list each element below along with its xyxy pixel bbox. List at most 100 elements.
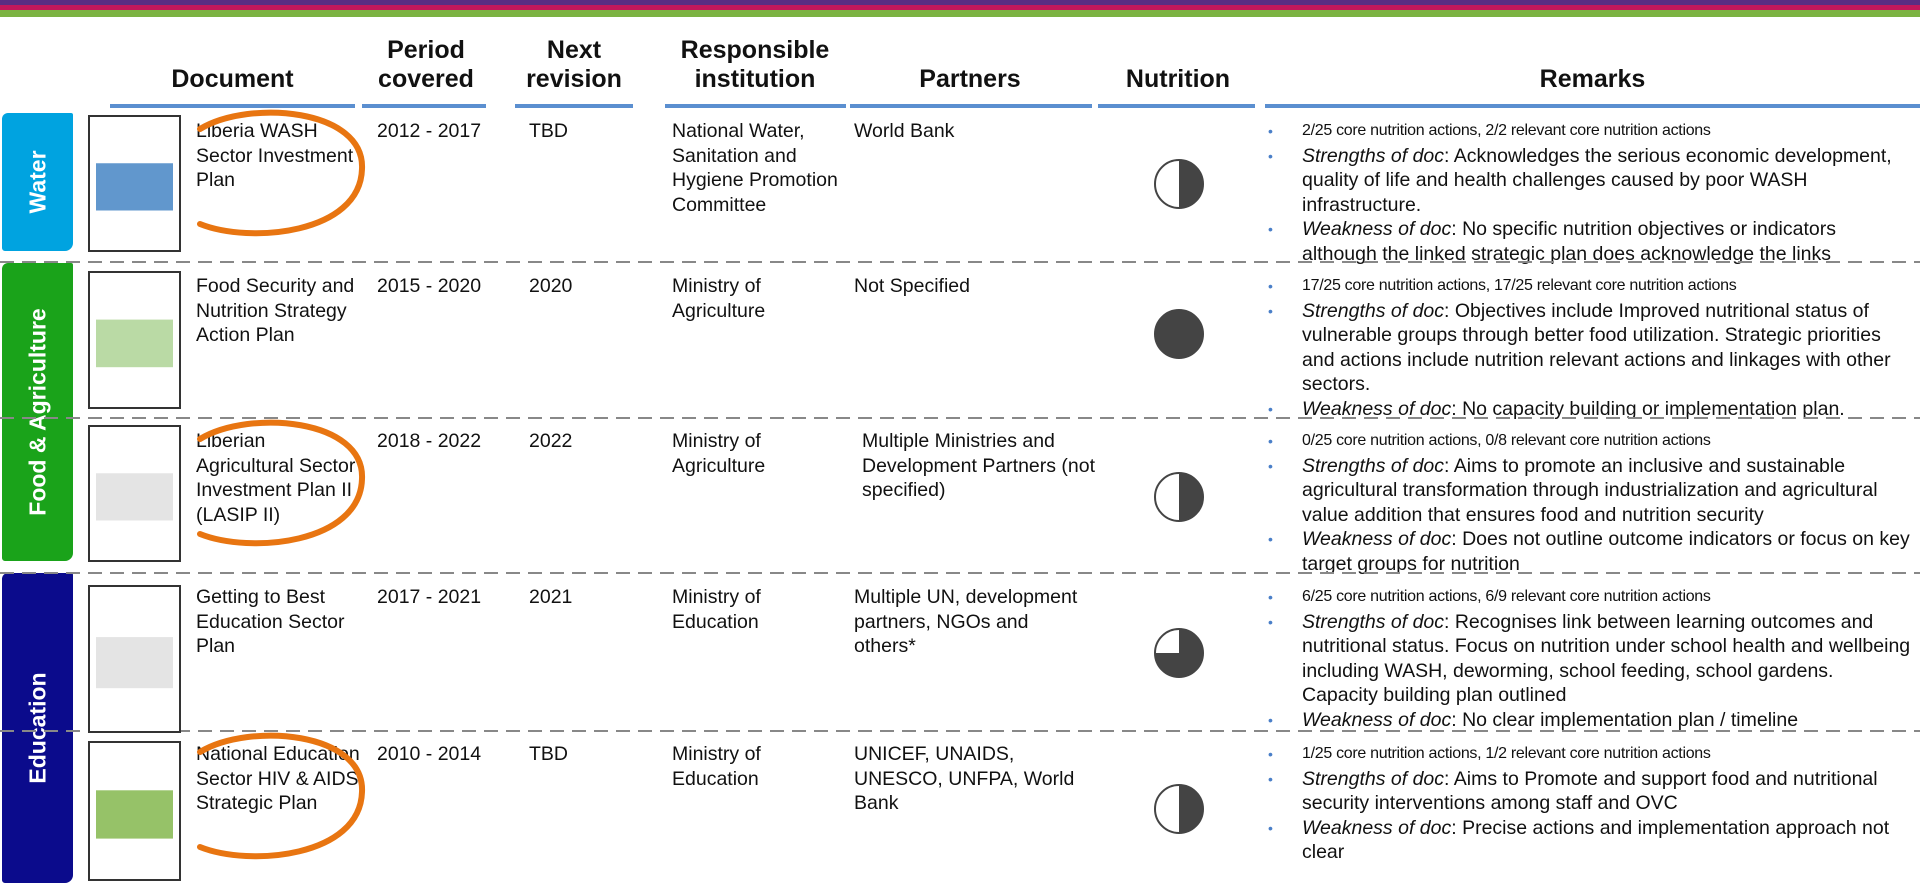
remark-label: Strengths of doc xyxy=(1302,767,1445,790)
responsible-institution: Ministry of Agriculture xyxy=(672,275,766,322)
remark-item: 0/25 core nutrition actions, 0/8 relevan… xyxy=(1262,429,1912,454)
nutrition-ball-fill xyxy=(1155,310,1203,358)
remark-item: Strengths of doc: Aims to Promote and su… xyxy=(1262,767,1912,816)
remark-label: Weakness of doc xyxy=(1302,397,1452,420)
nutrition-ball-fill xyxy=(1179,160,1203,208)
column-header: Nutrition xyxy=(1125,65,1231,93)
remark-item: Strengths of doc: Objectives include Imp… xyxy=(1262,299,1912,397)
nutrition-ball-outline xyxy=(1154,159,1204,209)
remark-text: : Recognises link between learning outco… xyxy=(1302,610,1911,707)
nutrition-ball-fill xyxy=(1155,629,1203,677)
thumbnail-image xyxy=(96,473,173,521)
remark-label: Strengths of doc xyxy=(1302,144,1445,167)
remark-label: Strengths of doc xyxy=(1302,454,1445,477)
document-title: National Education Sector HIV & AIDS Str… xyxy=(196,743,360,814)
next-revision: 2020 xyxy=(529,275,573,297)
next-revision: TBD xyxy=(529,120,568,142)
remarks: 6/25 core nutrition actions, 6/9 relevan… xyxy=(1262,585,1912,732)
remarks: 1/25 core nutrition actions, 1/2 relevan… xyxy=(1262,742,1912,865)
remark-item: 1/25 core nutrition actions, 1/2 relevan… xyxy=(1262,742,1912,767)
remark-text: : No capacity building or implementation… xyxy=(1451,397,1845,420)
remark-label: Weakness of doc xyxy=(1302,218,1452,240)
document-title: Liberian Agricultural Sector Investment … xyxy=(196,430,356,526)
thumbnail-image xyxy=(96,790,173,839)
remark-item: Strengths of doc: Aims to promote an inc… xyxy=(1262,454,1912,528)
top-band xyxy=(0,0,1920,5)
remark-item: 17/25 core nutrition actions, 17/25 rele… xyxy=(1262,274,1912,299)
remark-item: Weakness of doc: No specific nutrition o… xyxy=(1262,217,1912,266)
sector-label-box: Water xyxy=(2,113,73,251)
sector-label-box: Food & Agriculture xyxy=(2,263,73,561)
document-thumbnail xyxy=(88,425,181,562)
remark-text: 1/25 core nutrition actions, 1/2 relevan… xyxy=(1302,745,1711,762)
column-header: Remarks xyxy=(1539,65,1646,93)
remark-text: : Aims to promote an inclusive and susta… xyxy=(1302,454,1878,526)
column-header: Partners xyxy=(919,65,1021,93)
sector-label-box: Education xyxy=(2,573,73,883)
document-title: Getting to Best Education Sector Plan xyxy=(196,586,345,657)
remarks: 2/25 core nutrition actions, 2/2 relevan… xyxy=(1262,119,1912,266)
nutrition-ball-outline xyxy=(1154,309,1204,359)
nutrition-ball-fill xyxy=(1179,785,1203,833)
remark-label: Weakness of doc xyxy=(1302,816,1452,839)
sector-label: Education xyxy=(24,672,50,784)
sector-label: Food & Agriculture xyxy=(24,308,50,516)
responsible-institution: National Water, Sanitation and Hygiene P… xyxy=(672,120,838,216)
document-thumbnail xyxy=(88,585,181,733)
remark-item: Weakness of doc: No capacity building or… xyxy=(1262,397,1912,422)
document-title: Liberia WASH Sector Investment Plan xyxy=(196,120,354,191)
remarks: 0/25 core nutrition actions, 0/8 relevan… xyxy=(1262,429,1912,576)
responsible-institution: Ministry of Education xyxy=(672,743,761,790)
partners: Multiple UN, development partners, NGOs … xyxy=(854,586,1078,657)
remark-text: : Precise actions and implementation app… xyxy=(1302,816,1890,864)
responsible-institution: Ministry of Education xyxy=(672,586,761,633)
remark-item: Weakness of doc: No clear implementation… xyxy=(1262,708,1912,733)
column-header: Next revision xyxy=(526,36,622,93)
thumbnail-image xyxy=(96,163,173,211)
next-revision: 2021 xyxy=(529,586,573,608)
remark-text: : No clear implementation plan / timelin… xyxy=(1451,708,1799,731)
responsible-institution: Ministry of Agriculture xyxy=(672,430,766,477)
remark-text: : No specific nutrition objectives or in… xyxy=(1302,218,1836,265)
nutrition-ball-fill xyxy=(1179,473,1203,521)
remark-label: Weakness of doc xyxy=(1302,708,1452,731)
remark-item: 6/25 core nutrition actions, 6/9 relevan… xyxy=(1262,585,1912,610)
document-thumbnail xyxy=(88,271,181,409)
remark-item: Strengths of doc: Acknowledges the serio… xyxy=(1262,144,1912,218)
period: 2015 - 2020 xyxy=(377,275,482,297)
partners: UNICEF, UNAIDS, UNESCO, UNFPA, World Ban… xyxy=(854,743,1075,814)
remark-text: : Acknowledges the serious economic deve… xyxy=(1302,144,1892,216)
remark-text: 6/25 core nutrition actions, 6/9 relevan… xyxy=(1302,588,1711,605)
period: 2012 - 2017 xyxy=(377,120,482,142)
document-thumbnail xyxy=(88,115,181,252)
nutrition-ball-outline xyxy=(1154,628,1204,678)
document-thumbnail xyxy=(88,741,181,881)
remark-label: Strengths of doc xyxy=(1302,299,1445,322)
remark-text: : Does not outline outcome indicators or… xyxy=(1302,528,1910,575)
remarks: 17/25 core nutrition actions, 17/25 rele… xyxy=(1262,274,1912,421)
remark-text: 0/25 core nutrition actions, 0/8 relevan… xyxy=(1302,432,1711,449)
remark-item: 2/25 core nutrition actions, 2/2 relevan… xyxy=(1262,119,1912,144)
column-header: Responsible institution xyxy=(680,36,830,93)
remark-text: 2/25 core nutrition actions, 2/2 relevan… xyxy=(1302,122,1711,139)
partners: World Bank xyxy=(854,120,955,142)
period: 2017 - 2021 xyxy=(377,586,482,608)
remark-text: : Objectives include Improved nutritiona… xyxy=(1302,299,1891,396)
column-header: Document xyxy=(171,65,294,93)
document-title: Food Security and Nutrition Strategy Act… xyxy=(196,275,355,346)
thumbnail-image xyxy=(96,637,173,689)
nutrition-ball-outline xyxy=(1154,784,1204,834)
remark-label: Weakness of doc xyxy=(1302,528,1452,550)
remark-item: Weakness of doc: Precise actions and imp… xyxy=(1262,816,1912,865)
remark-item: Weakness of doc: Does not outline outcom… xyxy=(1262,527,1912,576)
remark-text: 17/25 core nutrition actions, 17/25 rele… xyxy=(1302,277,1737,294)
column-header: Period covered xyxy=(378,36,474,93)
nutrition-ball-outline xyxy=(1154,472,1204,522)
partners: Multiple Ministries and Development Part… xyxy=(862,430,1096,501)
partners: Not Specified xyxy=(854,275,970,297)
remark-label: Strengths of doc xyxy=(1302,610,1445,633)
next-revision: TBD xyxy=(529,743,568,765)
thumbnail-image xyxy=(96,319,173,368)
remark-item: Strengths of doc: Recognises link betwee… xyxy=(1262,610,1912,708)
